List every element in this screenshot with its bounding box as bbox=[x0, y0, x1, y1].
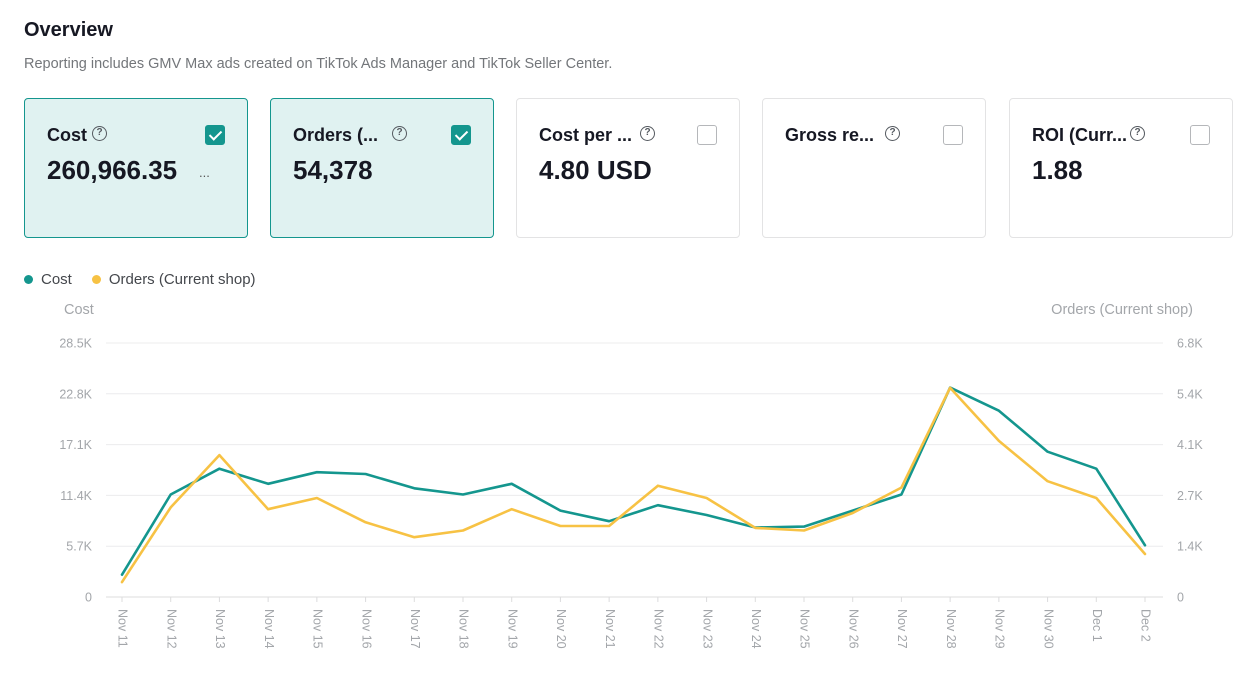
left-axis-title: Cost bbox=[64, 302, 94, 318]
metric-value: 54,378 bbox=[293, 155, 373, 185]
series-line bbox=[120, 386, 1147, 584]
x-tick-label: Nov 15 bbox=[311, 609, 325, 649]
metric-value: 1.88 bbox=[1032, 155, 1083, 185]
x-tick-label: Nov 30 bbox=[1041, 609, 1055, 649]
right-axis-title: Orders (Current shop) bbox=[1051, 302, 1193, 318]
x-tick-label: Nov 26 bbox=[846, 609, 860, 649]
x-tick-label: Nov 11 bbox=[116, 609, 130, 648]
metric-checkbox[interactable] bbox=[697, 125, 717, 145]
x-tick-label: Nov 22 bbox=[652, 609, 666, 649]
page-subtitle: Reporting includes GMV Max ads created o… bbox=[24, 56, 613, 72]
y-left-tick-label: 22.8K bbox=[59, 387, 92, 401]
metric-label: Cost bbox=[47, 125, 87, 145]
y-right-tick-label: 1.4K bbox=[1177, 540, 1203, 554]
x-tick-label: Dec 2 bbox=[1139, 609, 1153, 642]
x-tick-label: Nov 29 bbox=[993, 609, 1007, 649]
y-left-tick-label: 0 bbox=[85, 591, 92, 605]
metric-label: Orders (... bbox=[293, 125, 379, 145]
x-tick-label: Nov 17 bbox=[408, 609, 422, 649]
y-right-tick-label: 4.1K bbox=[1177, 438, 1203, 452]
x-tick-label: Nov 21 bbox=[603, 609, 617, 649]
x-tick-label: Nov 25 bbox=[798, 609, 812, 649]
x-tick-label: Nov 20 bbox=[554, 609, 568, 649]
y-left-tick-label: 11.4K bbox=[60, 489, 92, 503]
metric-card-cost-per-order[interactable]: Cost per ... ? 4.80 USD bbox=[516, 98, 740, 238]
metric-label: ROI (Curr... bbox=[1032, 125, 1128, 145]
x-tick-label: Nov 13 bbox=[213, 609, 227, 649]
help-icon[interactable]: ? bbox=[885, 126, 900, 141]
metric-card-gross-revenue[interactable]: Gross re... ? bbox=[762, 98, 986, 238]
help-icon[interactable]: ? bbox=[640, 126, 655, 141]
x-tick-label: Nov 18 bbox=[457, 609, 471, 649]
metric-card-roi[interactable]: ROI (Curr... ? 1.88 bbox=[1009, 98, 1233, 238]
x-tick-label: Nov 23 bbox=[700, 609, 714, 649]
help-icon[interactable]: ? bbox=[92, 126, 107, 141]
metric-checkbox[interactable] bbox=[451, 125, 471, 145]
x-tick-label: Nov 19 bbox=[505, 609, 519, 649]
x-tick-label: Nov 28 bbox=[944, 609, 958, 649]
y-right-tick-label: 6.8K bbox=[1177, 337, 1203, 351]
metric-checkbox[interactable] bbox=[943, 125, 963, 145]
legend-dot-icon bbox=[24, 275, 33, 284]
metric-value: 260,966.35 bbox=[47, 155, 178, 185]
chart-legend: Cost Orders (Current shop) bbox=[24, 271, 276, 288]
legend-item-cost[interactable]: Cost bbox=[24, 271, 72, 288]
metric-value-ellipsis: ... bbox=[199, 165, 210, 180]
series-line bbox=[120, 386, 1147, 577]
legend-label: Orders (Current shop) bbox=[108, 271, 256, 288]
metric-card-orders[interactable]: Orders (... ? 54,378 bbox=[270, 98, 494, 238]
x-tick-label: Dec 1 bbox=[1090, 609, 1104, 642]
y-right-tick-label: 5.4K bbox=[1177, 387, 1203, 401]
metric-value: 4.80 USD bbox=[539, 155, 652, 185]
metric-label: Gross re... bbox=[785, 125, 875, 145]
x-tick-label: Nov 14 bbox=[262, 609, 276, 649]
y-left-tick-label: 28.5K bbox=[59, 337, 92, 351]
x-tick-label: Nov 12 bbox=[164, 609, 178, 649]
metric-label: Cost per ... bbox=[539, 125, 633, 145]
y-left-tick-label: 5.7K bbox=[66, 540, 92, 554]
y-right-tick-label: 2.7K bbox=[1177, 489, 1203, 503]
help-icon[interactable]: ? bbox=[1130, 126, 1145, 141]
metric-card-cost[interactable]: Cost ? 260,966.35 ... bbox=[24, 98, 248, 238]
y-left-tick-label: 17.1K bbox=[59, 438, 92, 452]
legend-dot-icon bbox=[91, 275, 101, 284]
metric-checkbox[interactable] bbox=[1190, 125, 1210, 145]
help-icon[interactable]: ? bbox=[392, 126, 407, 141]
metric-checkbox[interactable] bbox=[205, 125, 225, 145]
y-right-tick-label: 0 bbox=[1177, 591, 1184, 605]
x-tick-label: Nov 16 bbox=[359, 609, 373, 649]
legend-label: Cost bbox=[41, 271, 72, 288]
x-tick-label: Nov 24 bbox=[749, 609, 763, 649]
legend-item-orders[interactable]: Orders (Current shop) bbox=[91, 271, 256, 288]
page-title: Overview bbox=[24, 19, 113, 41]
x-tick-label: Nov 27 bbox=[895, 609, 909, 649]
